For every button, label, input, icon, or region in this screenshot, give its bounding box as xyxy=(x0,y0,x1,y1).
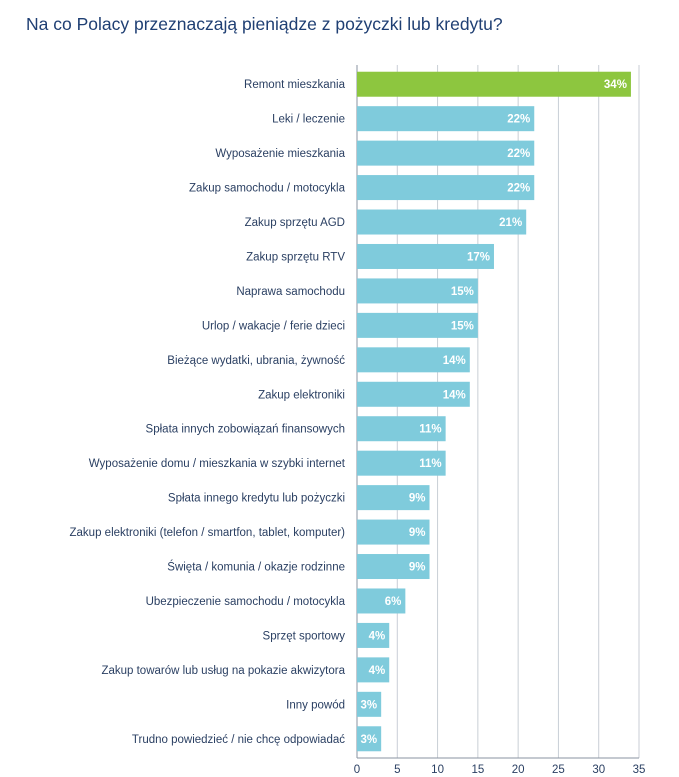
x-tick-label-20: 20 xyxy=(512,764,525,776)
bar xyxy=(357,347,470,373)
category-label: Zakup samochodu / motocykla xyxy=(189,183,346,195)
bar xyxy=(357,485,430,511)
category-label: Spłata innych zobowiązań finansowych xyxy=(146,424,345,436)
value-label: 4% xyxy=(369,665,386,677)
value-label: 3% xyxy=(361,699,378,711)
category-label: Ubezpieczenie samochodu / motocykla xyxy=(146,596,346,608)
bar xyxy=(357,450,446,476)
category-label: Zakup sprzętu AGD xyxy=(245,217,345,229)
value-label: 6% xyxy=(385,596,402,608)
value-label: 14% xyxy=(443,389,466,401)
bar xyxy=(357,622,390,648)
value-label: 22% xyxy=(507,148,530,160)
category-label: Bieżące wydatki, ubrania, żywność xyxy=(167,355,345,367)
category-label: Sprzęt sportowy xyxy=(263,630,346,642)
bar xyxy=(357,691,382,717)
value-label: 3% xyxy=(361,734,378,746)
category-label: Zakup elektroniki (telefon / smartfon, t… xyxy=(70,527,346,539)
value-label: 34% xyxy=(604,79,627,91)
value-label: 9% xyxy=(409,527,426,539)
x-tick-label-35: 35 xyxy=(633,764,646,776)
category-label: Święta / komunia / okazje rodzinne xyxy=(167,561,345,574)
category-label: Urlop / wakacje / ferie dzieci xyxy=(202,320,345,332)
bar xyxy=(357,209,527,235)
x-tick-label-0: 0 xyxy=(354,764,360,776)
value-label: 4% xyxy=(369,630,386,642)
bar xyxy=(357,416,446,442)
bar xyxy=(357,657,390,683)
category-label: Zakup towarów lub usług na pokazie akwiz… xyxy=(101,665,345,677)
bar xyxy=(357,726,382,752)
bar xyxy=(357,71,631,97)
category-label: Naprawa samochodu xyxy=(236,286,345,298)
x-tick-label-30: 30 xyxy=(592,764,605,776)
category-label: Leki / leczenie xyxy=(272,114,345,126)
bar xyxy=(357,140,535,166)
x-tick-label-10: 10 xyxy=(431,764,444,776)
value-label: 17% xyxy=(467,251,490,263)
value-label: 15% xyxy=(451,320,474,332)
bar xyxy=(357,243,494,269)
value-label: 15% xyxy=(451,286,474,298)
x-tick-label-25: 25 xyxy=(552,764,565,776)
category-label: Inny powód xyxy=(286,699,345,711)
value-label: 22% xyxy=(507,114,530,126)
category-label: Wyposażenie mieszkania xyxy=(215,148,345,160)
bar xyxy=(357,175,535,201)
x-tick-label-5: 5 xyxy=(394,764,400,776)
value-label: 9% xyxy=(409,493,426,505)
bar xyxy=(357,519,430,545)
value-label: 11% xyxy=(419,424,441,436)
category-label: Zakup elektroniki xyxy=(258,389,345,401)
bar xyxy=(357,381,470,407)
category-label: Zakup sprzętu RTV xyxy=(246,251,345,263)
value-label: 9% xyxy=(409,562,426,574)
value-label: 22% xyxy=(507,183,530,195)
bar xyxy=(357,278,478,304)
bar xyxy=(357,554,430,580)
bar xyxy=(357,312,478,338)
category-label: Wyposażenie domu / mieszkania w szybki i… xyxy=(89,458,346,470)
value-label: 14% xyxy=(443,355,466,367)
chart-title: Na co Polacy przeznaczają pieniądze z po… xyxy=(26,14,503,34)
value-label: 11% xyxy=(419,458,441,470)
category-label: Trudno powiedzieć / nie chcę odpowiadać xyxy=(132,734,345,746)
x-tick-label-15: 15 xyxy=(471,764,484,776)
category-label: Spłata innego kredytu lub pożyczki xyxy=(168,493,345,505)
bar xyxy=(357,106,535,132)
bar xyxy=(357,588,406,614)
category-label: Remont mieszkania xyxy=(244,79,346,91)
value-label: 21% xyxy=(499,217,522,229)
